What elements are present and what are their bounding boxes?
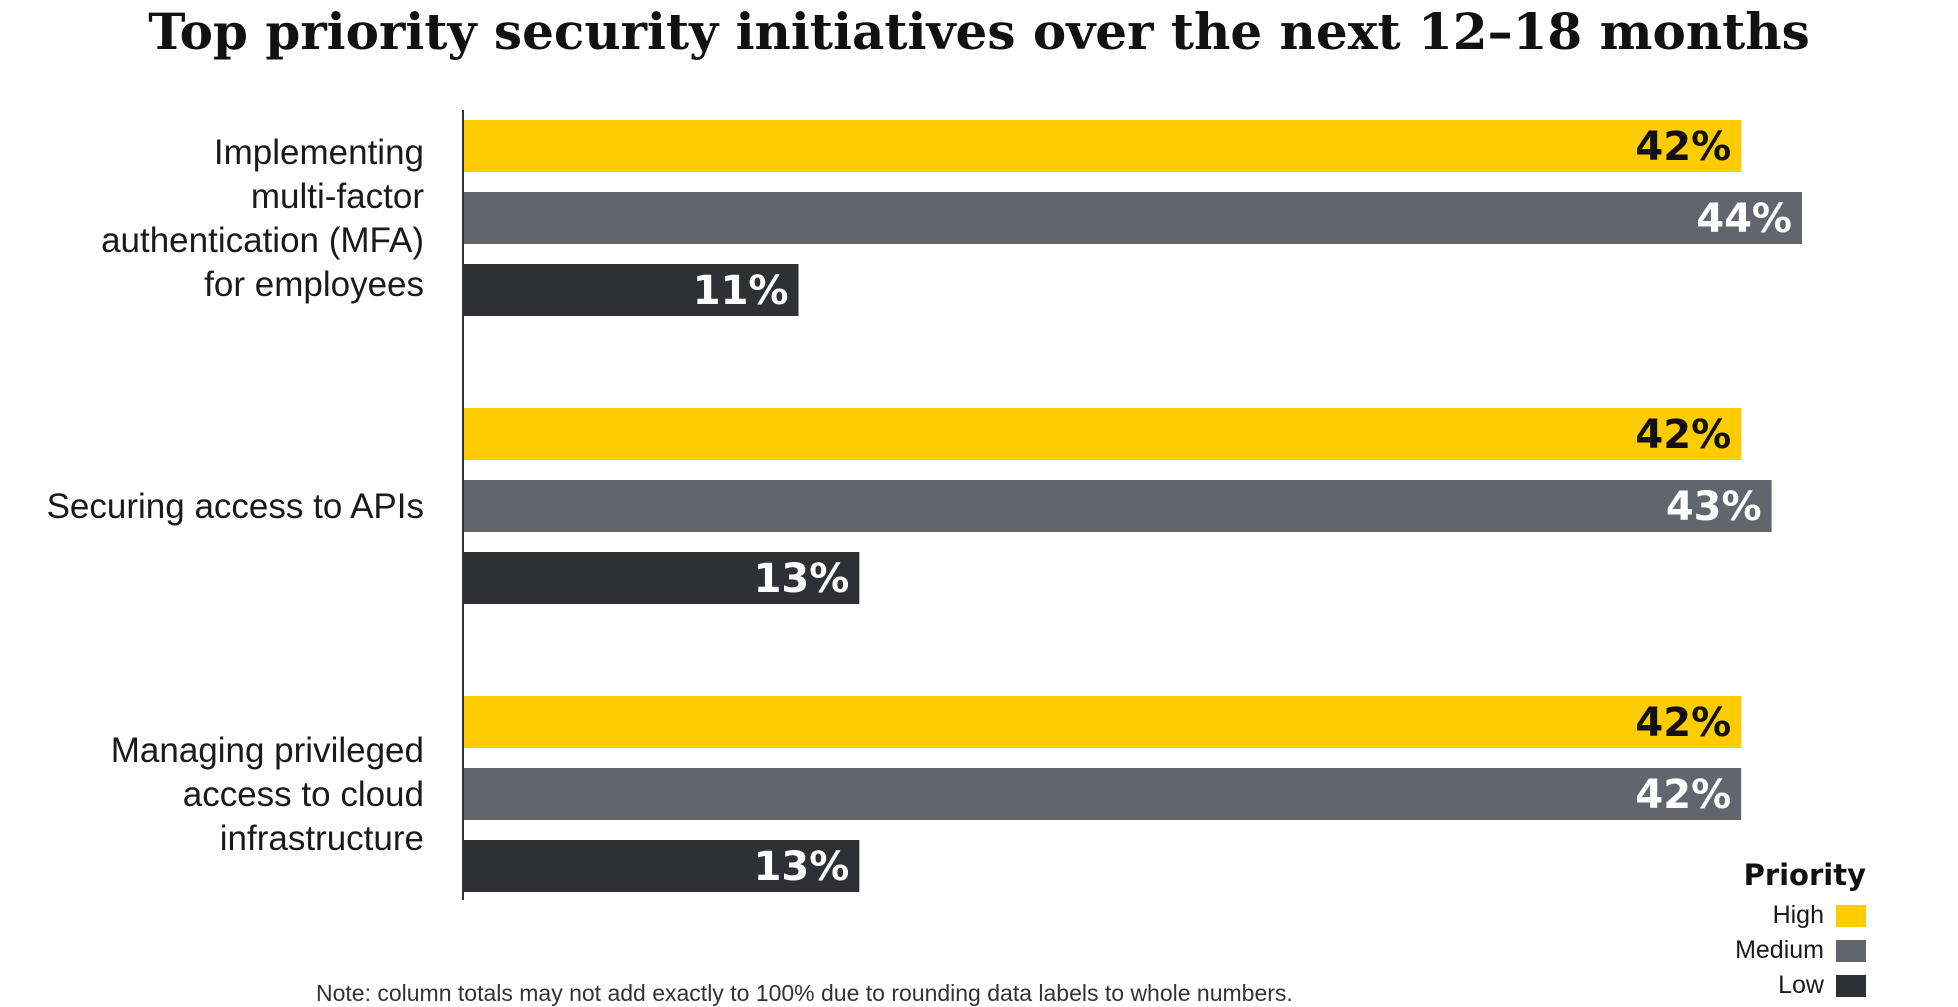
- category-label: Securing access to APIs: [47, 487, 424, 526]
- legend: Priority High Medium Low: [1735, 856, 1866, 1003]
- data-label: 13%: [754, 844, 850, 890]
- bar-low: [464, 264, 799, 316]
- bar-high: [464, 696, 1742, 748]
- category-label-line: Securing access to APIs: [47, 487, 424, 526]
- legend-label: Low: [1778, 971, 1824, 999]
- data-label: 11%: [693, 268, 789, 314]
- legend-swatch: [1836, 939, 1866, 962]
- data-label: 43%: [1666, 484, 1762, 530]
- category-label-line: Managing privileged: [111, 731, 424, 770]
- bars-layer: [464, 120, 1802, 892]
- category-label-line: Implementing: [214, 133, 424, 172]
- bar-high: [464, 120, 1742, 172]
- data-label: 42%: [1635, 772, 1731, 818]
- data-label: 42%: [1635, 124, 1731, 170]
- legend-label: Medium: [1735, 936, 1824, 964]
- category-label-line: for employees: [204, 265, 424, 304]
- category-label-line: multi-factor: [251, 177, 424, 216]
- legend-title: Priority: [1743, 858, 1866, 892]
- data-label: 42%: [1635, 700, 1731, 746]
- bar-medium: [464, 480, 1772, 532]
- legend-swatch: [1836, 974, 1866, 997]
- labels-layer: Implementing multi-factor authentication (…: [47, 124, 1792, 890]
- category-label-line: infrastructure: [220, 819, 424, 858]
- legend-swatch: [1836, 904, 1866, 927]
- category-label-line: authentication (MFA): [101, 221, 424, 260]
- data-label: 42%: [1635, 412, 1731, 458]
- category-label: Implementing multi-factor authentication (…: [101, 133, 424, 304]
- bar-low: [464, 552, 860, 604]
- category-label-line: access to cloud: [183, 775, 424, 814]
- data-label: 13%: [754, 556, 850, 602]
- legend-item-medium: Medium: [1735, 933, 1866, 968]
- legend-item-low: Low: [1735, 968, 1866, 1003]
- legend-label: High: [1772, 901, 1824, 929]
- category-label: Managing privileged access to cloud infras…: [111, 731, 424, 858]
- chart-note: Note: column totals may not add exactly …: [316, 980, 1293, 1006]
- legend-item-high: High: [1735, 898, 1866, 933]
- bar-low: [464, 840, 860, 892]
- legend-items: High Medium Low: [1735, 898, 1866, 1003]
- chart-title: Top priority security initiatives over t…: [148, 2, 1810, 61]
- data-label: 44%: [1696, 196, 1792, 242]
- bar-high: [464, 408, 1742, 460]
- bar-medium: [464, 192, 1802, 244]
- bar-medium: [464, 768, 1742, 820]
